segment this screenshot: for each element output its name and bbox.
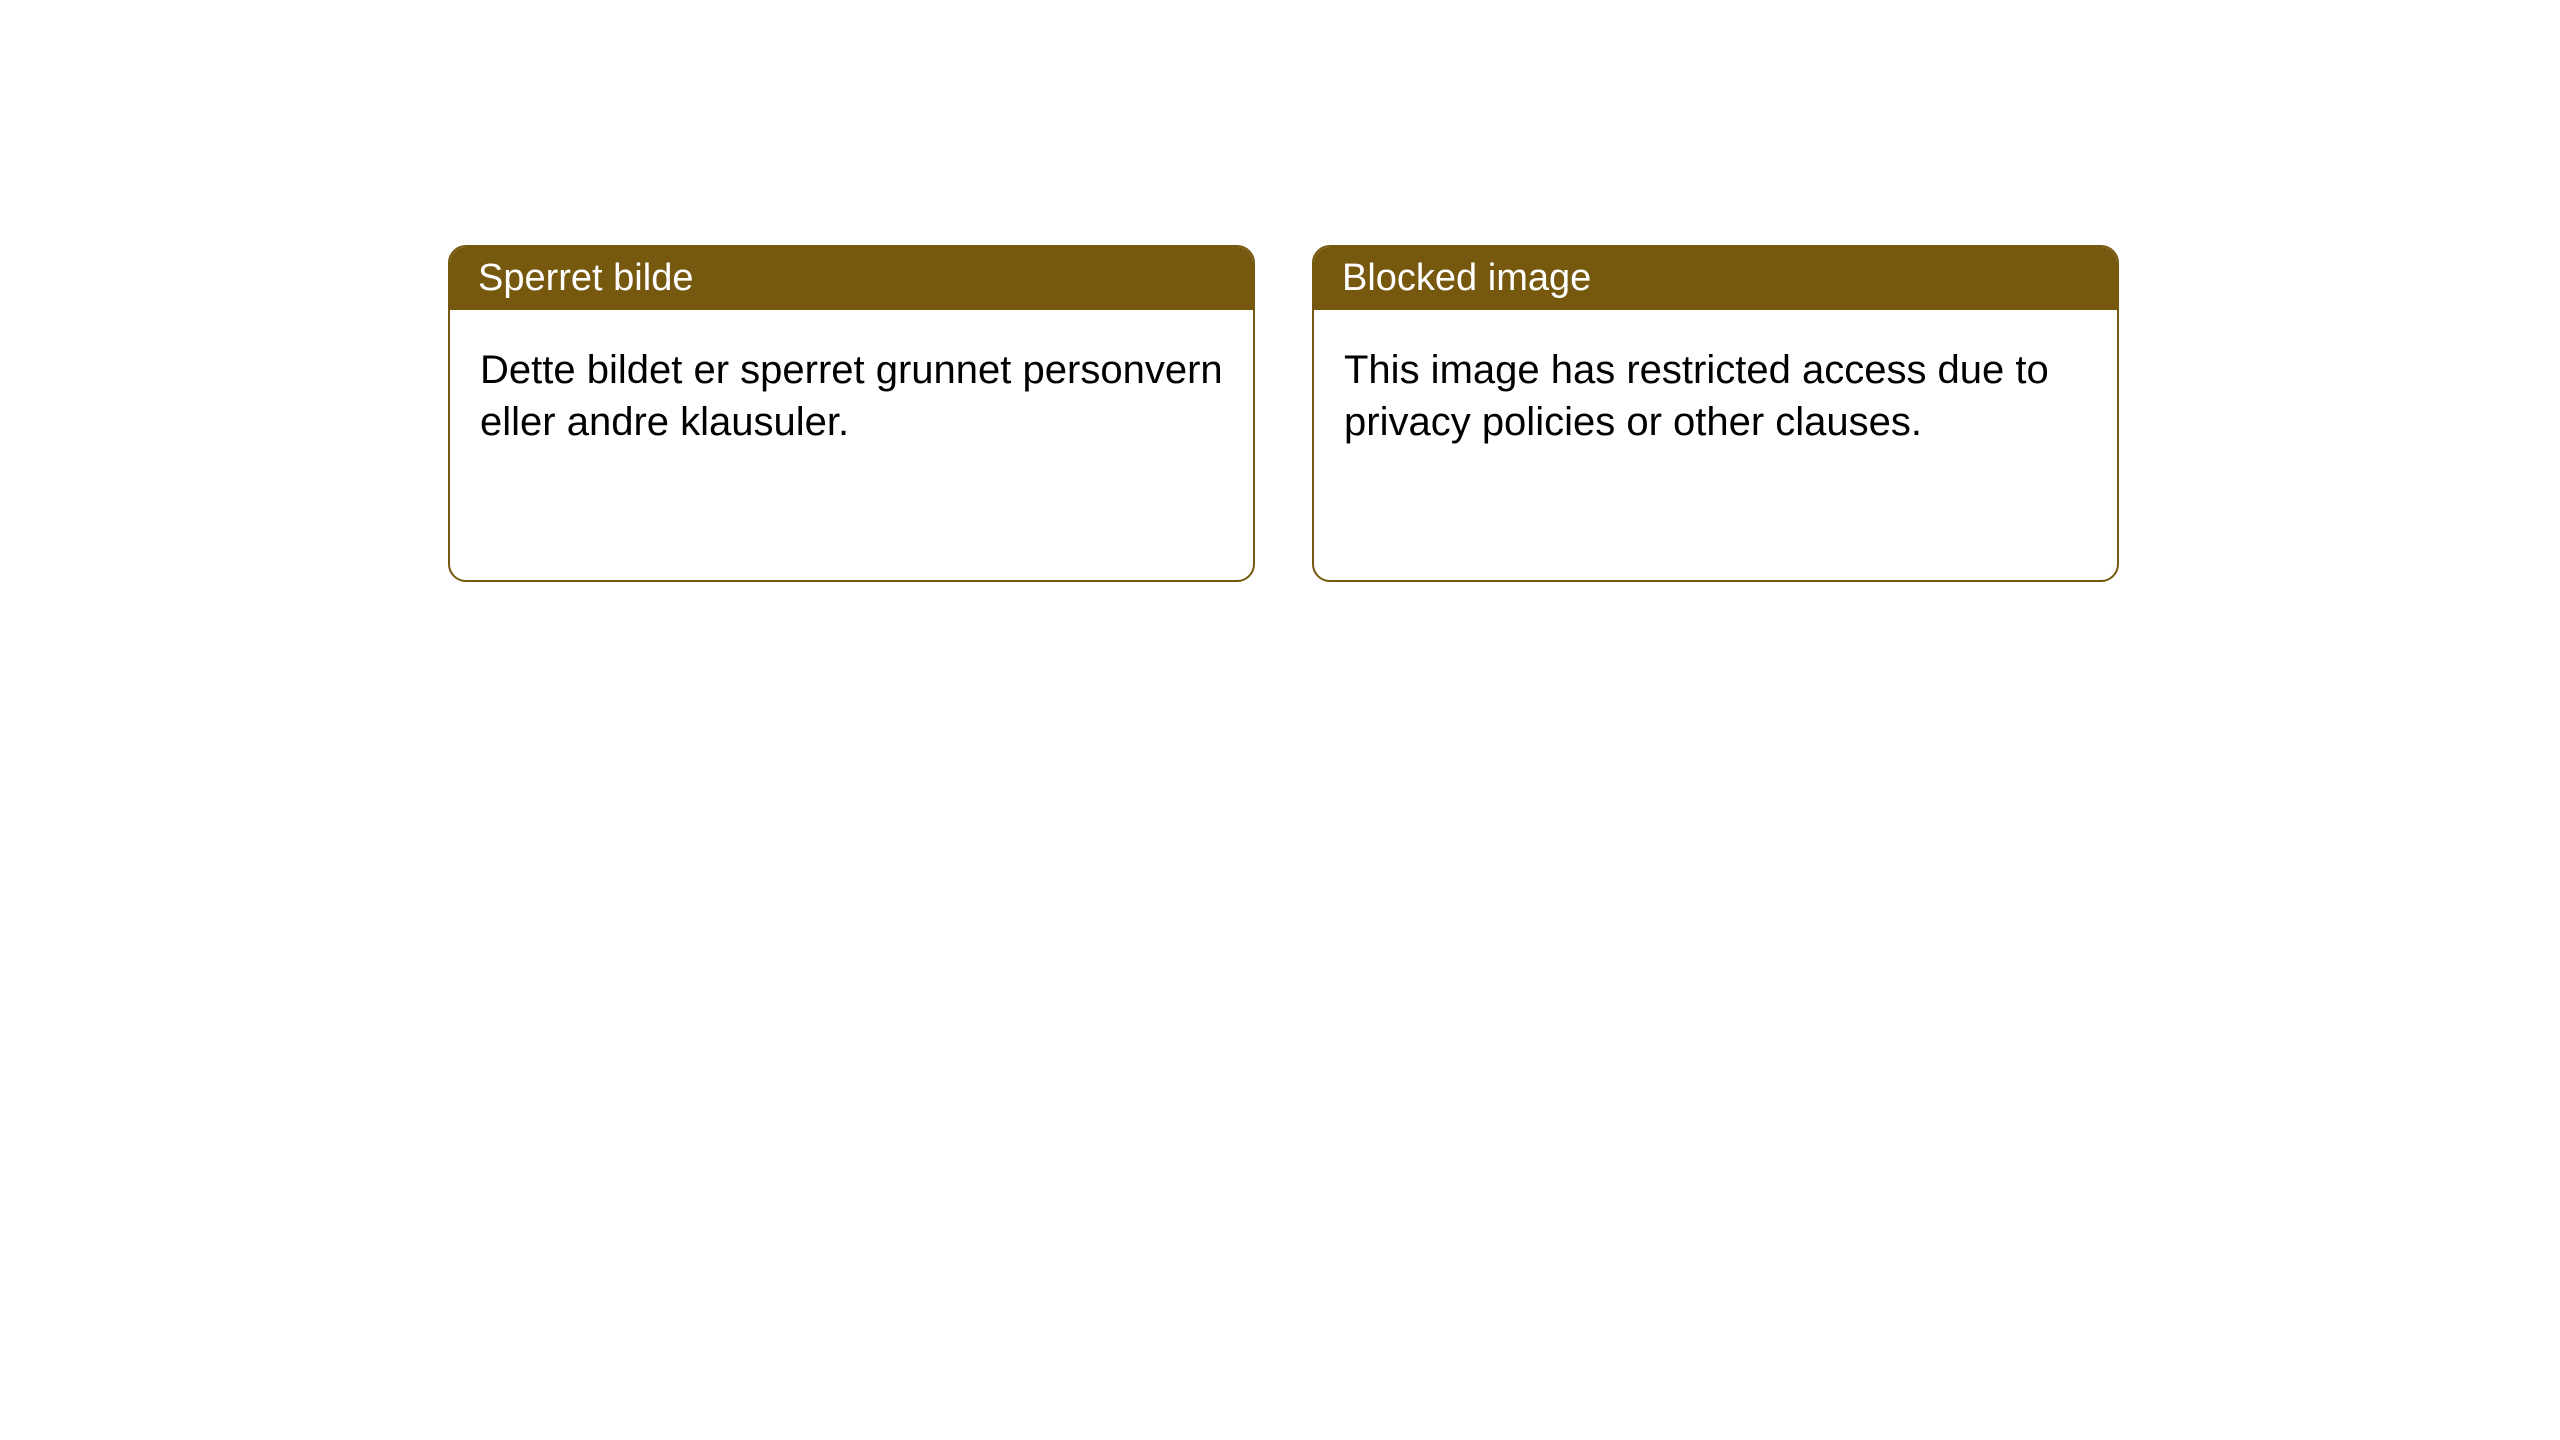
notice-title: Blocked image: [1342, 257, 1591, 299]
notice-body: Dette bildet er sperret grunnet personve…: [450, 310, 1253, 482]
notice-header: Sperret bilde: [450, 247, 1253, 310]
notice-card-norwegian: Sperret bilde Dette bildet er sperret gr…: [448, 245, 1255, 582]
notice-body: This image has restricted access due to …: [1314, 310, 2117, 482]
notice-body-text: This image has restricted access due to …: [1344, 348, 2049, 444]
notice-title: Sperret bilde: [478, 257, 693, 299]
notice-container: Sperret bilde Dette bildet er sperret gr…: [448, 245, 2119, 582]
notice-card-english: Blocked image This image has restricted …: [1312, 245, 2119, 582]
notice-body-text: Dette bildet er sperret grunnet personve…: [480, 348, 1223, 444]
notice-header: Blocked image: [1314, 247, 2117, 310]
